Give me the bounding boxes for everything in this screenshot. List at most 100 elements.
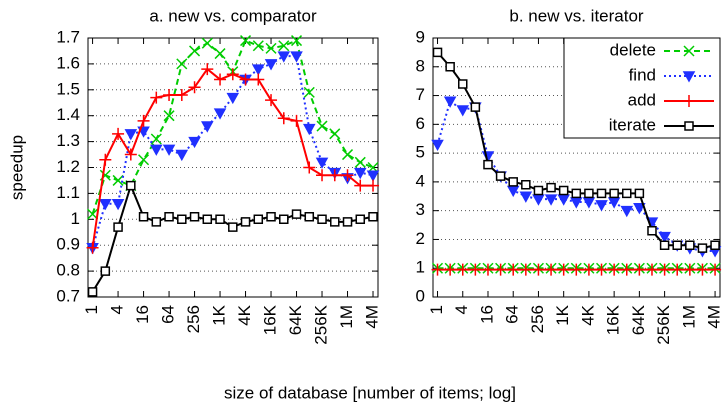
marker — [329, 128, 341, 140]
x-tick-label: 64 — [503, 305, 522, 324]
marker — [342, 217, 353, 227]
marker — [341, 169, 354, 182]
marker — [303, 123, 316, 136]
marker — [683, 45, 695, 57]
marker — [87, 287, 98, 297]
x-tick-label: 1M — [337, 305, 356, 329]
marker — [633, 263, 646, 276]
marker — [481, 151, 495, 163]
marker — [239, 73, 252, 86]
marker — [201, 63, 214, 76]
x-tick-label: 256K — [312, 304, 331, 344]
marker — [316, 169, 329, 182]
marker — [315, 157, 329, 169]
marker — [683, 95, 695, 107]
marker — [150, 91, 163, 104]
marker — [176, 58, 188, 70]
y-tick-label: 7 — [416, 85, 425, 104]
y-tick-label: 1 — [416, 258, 425, 277]
marker — [367, 179, 380, 192]
marker — [252, 40, 264, 52]
legend-label: find — [629, 65, 656, 84]
marker — [445, 62, 455, 72]
marker — [696, 263, 709, 276]
x-tick-label: 1K — [553, 304, 572, 325]
marker — [710, 240, 720, 250]
y-tick-label: 1 — [71, 209, 80, 228]
marker — [532, 263, 545, 276]
marker — [546, 182, 556, 193]
marker — [634, 188, 645, 199]
chart-title: a. new vs. comparator — [149, 6, 317, 25]
marker — [620, 263, 633, 276]
marker — [99, 199, 112, 211]
marker — [645, 263, 658, 276]
marker — [709, 263, 722, 276]
y-tick-label: 1.1 — [56, 183, 80, 202]
marker — [354, 156, 366, 168]
marker — [277, 51, 291, 63]
marker — [533, 185, 544, 196]
y-tick-label: 1.4 — [56, 105, 80, 124]
x-tick-label: 4M — [363, 305, 382, 329]
marker — [240, 35, 252, 47]
marker — [137, 114, 150, 127]
marker — [469, 263, 482, 276]
x-tick-label: 16K — [261, 304, 280, 335]
marker — [432, 47, 443, 58]
marker — [202, 214, 213, 225]
marker — [290, 35, 303, 47]
marker — [595, 200, 608, 212]
marker — [683, 263, 696, 276]
marker — [99, 153, 112, 166]
y-tick-label: 5 — [416, 143, 425, 162]
marker — [291, 209, 302, 219]
marker — [368, 211, 378, 222]
y-tick-label: 1.3 — [56, 131, 80, 150]
marker — [521, 180, 531, 190]
y-tick-label: 0.7 — [56, 286, 80, 305]
y-tick-label: 1.7 — [56, 27, 80, 46]
marker — [303, 86, 315, 98]
marker — [150, 133, 162, 145]
x-tick-label: 4 — [108, 305, 127, 314]
marker — [366, 170, 380, 182]
marker — [354, 179, 367, 192]
marker — [188, 136, 201, 149]
marker — [266, 211, 276, 222]
legend-label: iterate — [609, 115, 656, 134]
marker — [252, 64, 265, 76]
marker — [596, 188, 607, 199]
x-tick-label: 1 — [427, 305, 446, 314]
y-tick-label: 0.8 — [56, 261, 80, 280]
series-line — [91, 182, 374, 293]
marker — [330, 217, 340, 227]
marker — [252, 73, 265, 86]
marker — [226, 68, 239, 81]
x-tick-label: 16 — [477, 305, 496, 324]
y-tick-label: 9 — [416, 27, 425, 46]
y-tick-label: 0 — [416, 286, 425, 305]
marker — [87, 208, 99, 220]
marker — [277, 112, 290, 125]
marker — [684, 121, 694, 131]
marker — [671, 263, 684, 276]
marker — [189, 45, 201, 57]
y-tick-label: 1.5 — [56, 79, 80, 98]
marker — [290, 51, 303, 63]
marker — [431, 263, 444, 276]
x-tick-label: 4M — [705, 305, 723, 329]
marker — [470, 102, 481, 112]
marker — [456, 105, 470, 117]
marker — [557, 263, 570, 276]
marker — [189, 211, 200, 222]
legend-label: add — [628, 90, 656, 109]
marker — [278, 40, 290, 52]
marker — [226, 92, 240, 105]
marker — [353, 167, 367, 180]
x-tick-label: 16K — [604, 304, 623, 335]
marker — [113, 222, 123, 232]
x-tick-label: 1K — [210, 304, 229, 325]
marker — [456, 263, 469, 276]
marker — [124, 148, 137, 161]
